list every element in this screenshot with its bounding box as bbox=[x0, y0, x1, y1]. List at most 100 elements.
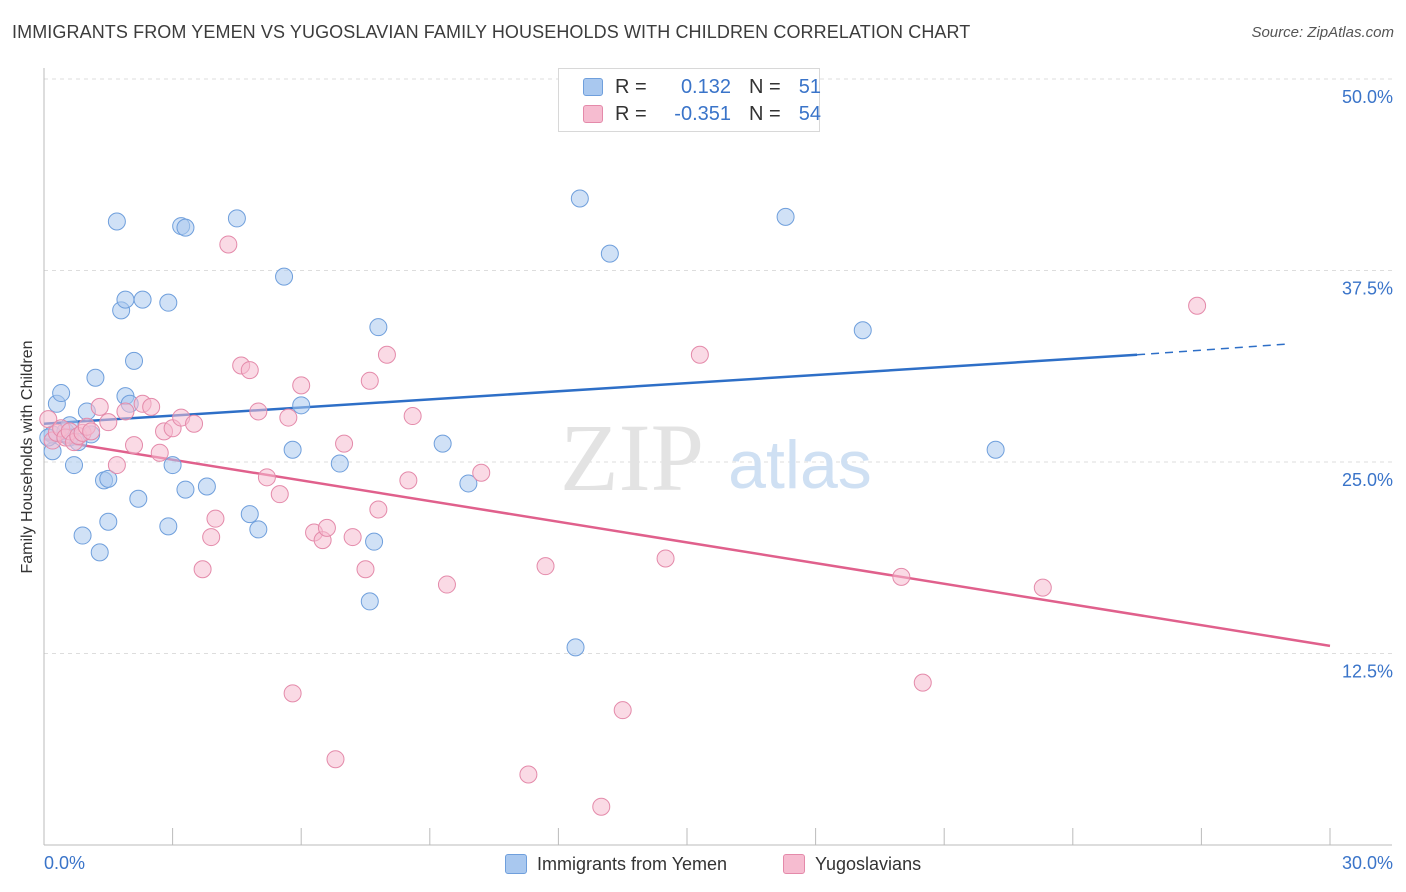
point-yemen bbox=[283, 440, 302, 459]
point-yemen bbox=[360, 592, 379, 611]
point-yugoslavians bbox=[356, 560, 375, 579]
point-yugoslavians bbox=[39, 410, 58, 429]
trend-line-yemen-extension bbox=[1137, 343, 1288, 356]
point-yugoslavians bbox=[335, 434, 354, 453]
point-yemen bbox=[52, 384, 71, 403]
point-yemen bbox=[107, 212, 126, 231]
point-yugoslavians bbox=[125, 436, 144, 455]
n-label: N = bbox=[749, 102, 781, 125]
point-yemen bbox=[176, 218, 195, 237]
data-points bbox=[39, 189, 1207, 816]
point-yugoslavians bbox=[913, 673, 932, 692]
legend-item-yemen: Immigrants from Yemen bbox=[505, 852, 727, 876]
point-yugoslavians bbox=[90, 397, 109, 416]
point-yemen bbox=[600, 244, 619, 263]
point-yemen bbox=[129, 489, 148, 508]
point-yugoslavians bbox=[249, 402, 268, 421]
point-yugoslavians bbox=[116, 402, 135, 421]
watermark: ZIP atlas bbox=[560, 404, 872, 511]
point-yugoslavians bbox=[613, 701, 632, 720]
point-yemen bbox=[65, 456, 84, 475]
point-yugoslavians bbox=[656, 549, 675, 568]
point-yugoslavians bbox=[592, 797, 611, 816]
y-tick-label: 50.0% bbox=[1342, 87, 1393, 107]
point-yemen bbox=[292, 396, 311, 415]
trend-lines bbox=[43, 343, 1331, 648]
point-yugoslavians bbox=[1188, 296, 1207, 315]
point-yemen bbox=[99, 469, 118, 488]
watermark-zip: ZIP bbox=[560, 404, 704, 511]
legend-label-yemen: Immigrants from Yemen bbox=[537, 853, 728, 874]
point-yemen bbox=[433, 434, 452, 453]
point-yugoslavians bbox=[377, 345, 396, 364]
point-yugoslavians bbox=[206, 509, 225, 528]
point-yemen bbox=[365, 532, 384, 551]
legend-item-yugoslavians: Yugoslavians bbox=[783, 852, 921, 876]
legend-swatch-pink bbox=[583, 105, 603, 123]
point-yemen bbox=[249, 520, 268, 539]
point-yugoslavians bbox=[1033, 578, 1052, 597]
point-yugoslavians bbox=[326, 750, 345, 769]
point-yemen bbox=[570, 189, 589, 208]
legend-label-yugoslavians: Yugoslavians bbox=[815, 853, 922, 874]
x-tick-label: 30.0% bbox=[1342, 853, 1393, 873]
point-yemen bbox=[125, 351, 144, 370]
trend-line-yugoslavians bbox=[43, 437, 1331, 648]
point-yemen bbox=[227, 209, 246, 228]
point-yemen bbox=[275, 267, 294, 286]
point-yugoslavians bbox=[240, 361, 259, 380]
point-yemen bbox=[159, 293, 178, 312]
point-yemen bbox=[776, 207, 795, 226]
point-yugoslavians bbox=[107, 456, 126, 475]
axes bbox=[43, 68, 1392, 846]
point-yemen bbox=[197, 477, 216, 496]
watermark-atlas: atlas bbox=[728, 427, 872, 503]
n-label: N = bbox=[749, 75, 781, 98]
point-yugoslavians bbox=[472, 463, 491, 482]
point-yugoslavians bbox=[257, 468, 276, 487]
y-tick-label: 37.5% bbox=[1342, 279, 1393, 299]
point-yugoslavians bbox=[193, 560, 212, 579]
legend-swatch-blue bbox=[505, 854, 527, 874]
point-yugoslavians bbox=[219, 235, 238, 254]
point-yugoslavians bbox=[369, 500, 388, 519]
point-yemen bbox=[86, 368, 105, 387]
point-yemen bbox=[159, 517, 178, 536]
x-tick-label: 0.0% bbox=[44, 853, 85, 873]
point-yugoslavians bbox=[202, 528, 221, 547]
point-yugoslavians bbox=[399, 471, 418, 490]
r-value: -0.351 bbox=[674, 102, 731, 125]
source-credit: Source: ZipAtlas.com bbox=[1251, 24, 1394, 41]
r-value: 0.132 bbox=[680, 75, 731, 98]
point-yemen bbox=[90, 543, 109, 562]
point-yugoslavians bbox=[360, 371, 379, 390]
point-yugoslavians bbox=[150, 443, 169, 462]
point-yemen bbox=[176, 480, 195, 499]
point-yemen bbox=[116, 290, 135, 309]
y-tick-label: 25.0% bbox=[1342, 470, 1393, 490]
point-yemen bbox=[99, 512, 118, 531]
point-yugoslavians bbox=[99, 413, 118, 432]
chart-title: IMMIGRANTS FROM YEMEN VS YUGOSLAVIAN FAM… bbox=[12, 22, 971, 42]
point-yugoslavians bbox=[283, 684, 302, 703]
point-yugoslavians bbox=[437, 575, 456, 594]
legend-row-yugoslavians: R = -0.351 N = 54 bbox=[583, 101, 821, 127]
point-yemen bbox=[73, 526, 92, 545]
point-yugoslavians bbox=[82, 422, 101, 441]
point-yugoslavians bbox=[343, 528, 362, 547]
point-yugoslavians bbox=[536, 557, 555, 576]
tick-labels: 12.5% 25.0% 37.5% 50.0% 0.0% 30.0% bbox=[44, 87, 1393, 873]
point-yemen bbox=[986, 440, 1005, 459]
n-value: 54 bbox=[798, 102, 821, 125]
point-yemen bbox=[330, 454, 349, 473]
r-label: R = bbox=[615, 102, 647, 125]
point-yemen bbox=[163, 456, 182, 475]
point-yugoslavians bbox=[142, 397, 161, 416]
legend-row-yemen: R = 0.132 N = 51 bbox=[583, 74, 821, 100]
point-yugoslavians bbox=[690, 345, 709, 364]
legend-swatch-pink bbox=[783, 854, 805, 874]
point-yemen bbox=[133, 290, 152, 309]
point-yugoslavians bbox=[519, 765, 538, 784]
point-yemen bbox=[853, 321, 872, 340]
y-tick-label: 12.5% bbox=[1342, 662, 1393, 682]
